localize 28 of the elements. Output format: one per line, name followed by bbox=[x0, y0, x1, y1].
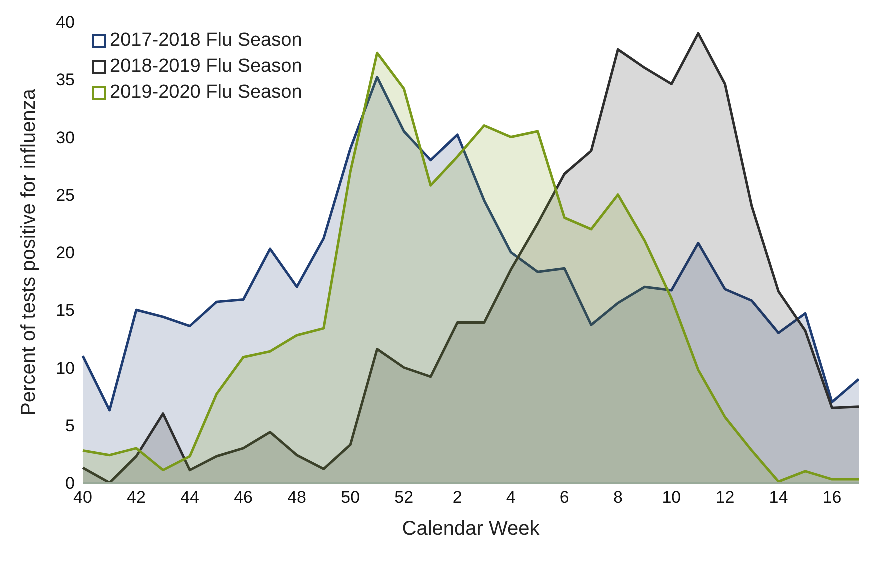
legend-label: 2017-2018 Flu Season bbox=[110, 29, 302, 53]
x-tick-label: 10 bbox=[662, 488, 682, 508]
x-tick-label: 4 bbox=[506, 488, 516, 508]
y-tick-label: 25 bbox=[56, 186, 75, 205]
x-tick-label: 6 bbox=[560, 488, 570, 508]
legend-label: 2018-2019 Flu Season bbox=[110, 55, 302, 79]
x-tick-label: 48 bbox=[288, 488, 307, 508]
x-tick-label: 14 bbox=[769, 488, 788, 508]
x-tick-label: 12 bbox=[716, 488, 735, 508]
x-axis-title: Calendar Week bbox=[402, 518, 541, 540]
y-tick-label: 10 bbox=[56, 358, 75, 378]
y-tick-label: 15 bbox=[56, 301, 75, 320]
x-tick-label: 8 bbox=[613, 488, 623, 508]
x-tick-label: 16 bbox=[822, 488, 842, 508]
y-tick-label: 5 bbox=[66, 416, 75, 436]
y-tick-label: 35 bbox=[56, 70, 75, 90]
x-tick-label: 46 bbox=[234, 488, 254, 508]
y-tick-label: 40 bbox=[56, 13, 75, 32]
x-tick-label: 42 bbox=[127, 488, 146, 508]
y-axis-title: Percent of tests positive for influenza bbox=[18, 88, 40, 416]
x-tick-label: 2 bbox=[452, 488, 462, 508]
y-tick-label: 0 bbox=[66, 474, 75, 494]
y-tick-label: 30 bbox=[56, 128, 75, 148]
x-tick-label: 50 bbox=[341, 488, 360, 508]
legend-label: 2019-2020 Flu Season bbox=[110, 81, 302, 105]
x-tick-label: 52 bbox=[394, 488, 414, 508]
x-tick-label: 44 bbox=[180, 488, 200, 508]
y-tick-label: 20 bbox=[56, 244, 75, 263]
